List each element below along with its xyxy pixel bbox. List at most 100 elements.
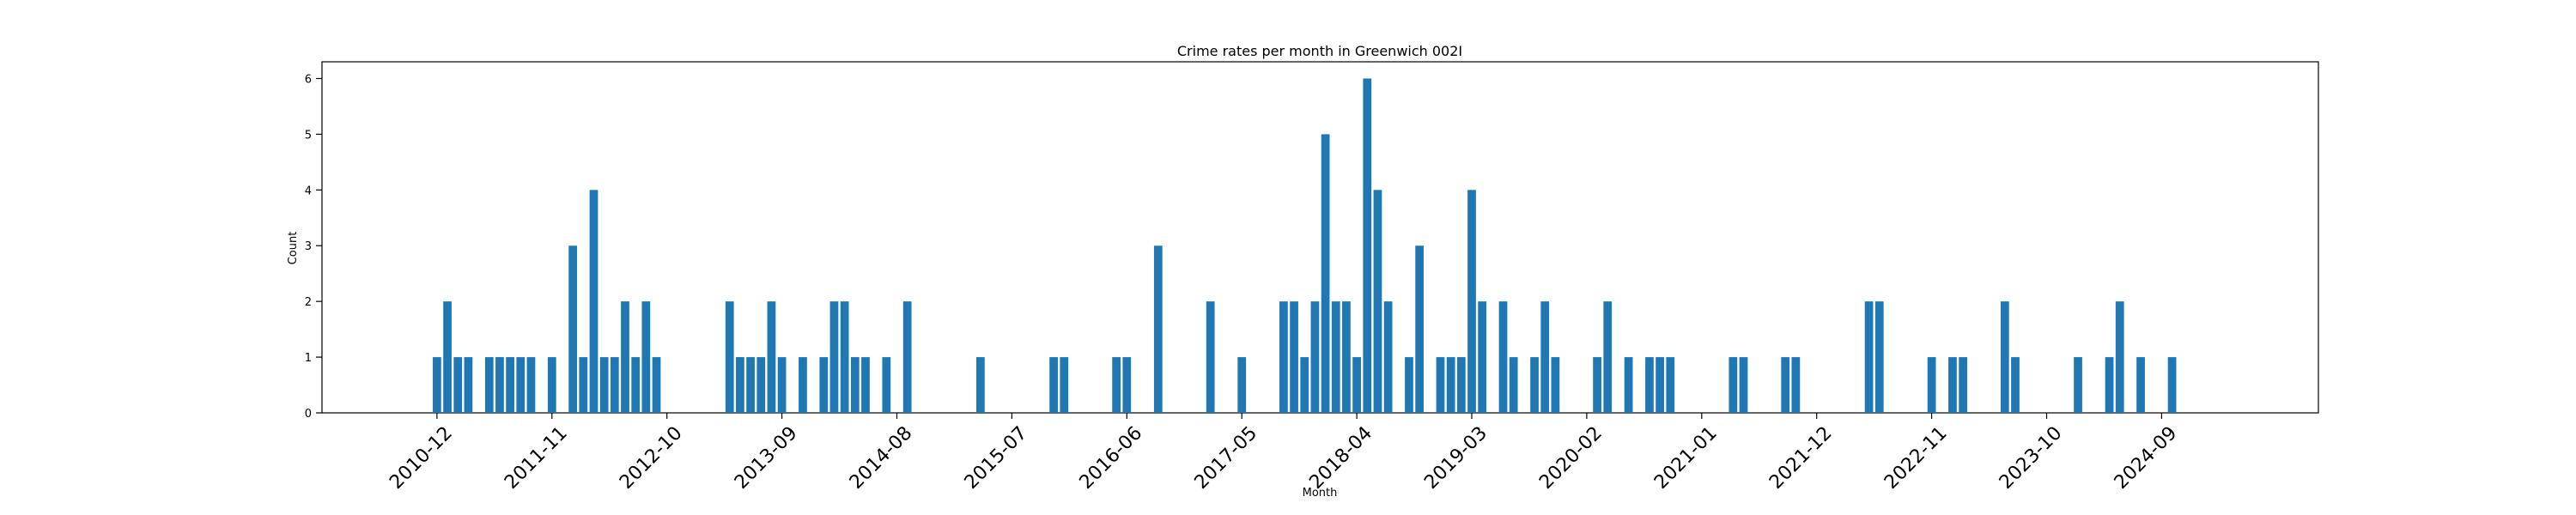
bar [1927,357,1936,413]
bar [2074,357,2082,413]
bar [882,357,891,413]
bar [2167,357,2177,413]
bar [610,357,619,413]
x-tick-label: 2018-04 [1305,422,1376,494]
bar [1551,357,1560,413]
y-tick-label: 2 [305,296,312,309]
bar [1153,245,1163,413]
bar [850,357,860,413]
bar [568,245,578,413]
bar [840,301,849,413]
bar [484,357,494,413]
bar [453,357,463,413]
x-tick-label: 2012-10 [616,422,687,494]
bar [1321,134,1330,413]
bar [526,357,536,413]
y-tick-label: 3 [305,240,312,253]
bar [746,357,755,413]
bar [799,357,807,413]
bar [1112,357,1121,413]
bar [1728,357,1738,413]
bar [631,357,641,413]
bar [1959,357,1967,413]
bar [1436,357,1445,413]
bar [2011,357,2020,413]
bar [599,357,609,413]
plot-frame [321,61,2319,414]
bar [1300,357,1309,413]
y-tick-label: 5 [305,129,312,142]
bar [1530,357,1539,413]
bar [861,357,870,413]
bar [2000,301,2009,413]
x-tick-label: 2023-10 [1996,422,2067,494]
plot-area [321,61,2319,414]
bar [1237,357,1247,413]
bar [1405,357,1413,413]
bar [1656,357,1664,413]
x-tick-label: 2019-03 [1420,422,1492,494]
bar [1060,357,1069,413]
bar [819,357,829,413]
bar [1206,301,1215,413]
bar [756,357,766,413]
x-tick-label: 2013-09 [731,422,802,494]
bar [1352,357,1361,413]
bar [579,357,588,413]
bar [1363,78,1372,413]
x-tick-label: 2020-02 [1535,422,1607,494]
bar [1446,357,1455,413]
bar [464,357,473,413]
bar [1415,245,1425,413]
bar [777,357,787,413]
bar [725,301,734,413]
bar [1478,301,1487,413]
y-axis: 0 1 2 3 4 5 6 [305,73,322,421]
bar [1874,301,1884,413]
bar [1864,301,1874,413]
bar [516,357,526,413]
bar [1342,301,1351,413]
bar [2105,357,2114,413]
bar [1049,357,1058,413]
x-tick-label: 2011-11 [501,422,572,494]
x-tick-label: 2015-07 [961,422,1032,494]
bar [902,301,912,413]
bar [1666,357,1675,413]
y-axis-label: Count [287,232,300,265]
bar [1290,301,1298,413]
x-tick-label: 2021-01 [1650,422,1722,494]
chart-title: Crime rates per month in Greenwich 002I [1177,43,1462,59]
bar [1645,357,1654,413]
bar [976,357,985,413]
x-axis: 2010-12 2011-11 2012-10 2013-09 2014-08 2015-… [386,413,2181,494]
x-tick-label: 2022-11 [1880,422,1952,494]
bar [1603,301,1613,413]
bar [1948,357,1957,413]
x-tick-label: 2021-12 [1765,422,1837,494]
bar [2115,301,2124,413]
bar [621,301,629,413]
x-axis-label: Month [1303,487,1338,500]
y-tick-label: 1 [305,352,312,365]
bar [1122,357,1132,413]
bar [1373,190,1382,413]
bar [1739,357,1748,413]
bar [1331,301,1340,413]
bar [1383,301,1393,413]
bar [1593,357,1601,413]
bar [495,357,504,413]
bar [1279,301,1288,413]
bar [1467,190,1476,413]
bar [736,357,744,413]
bar [1540,301,1550,413]
bar [652,357,661,413]
x-tick-label: 2017-05 [1191,422,1262,494]
bar [589,190,598,413]
bar [829,301,839,413]
bar [547,357,556,413]
bar [1791,357,1801,413]
bars [433,78,2177,413]
